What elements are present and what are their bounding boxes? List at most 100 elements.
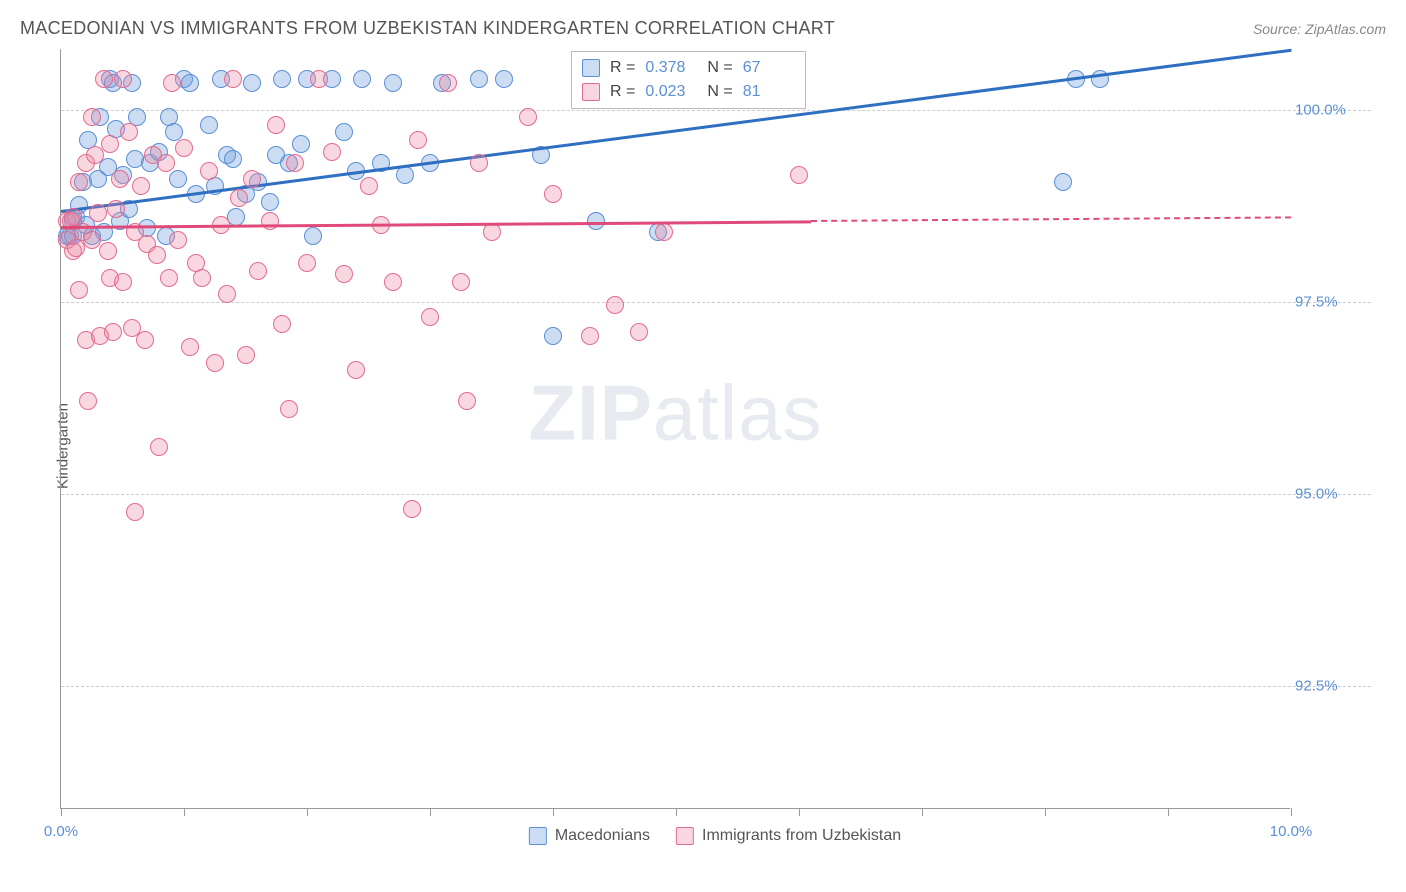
data-point bbox=[70, 281, 88, 299]
data-point bbox=[353, 70, 371, 88]
data-point bbox=[163, 74, 181, 92]
watermark: ZIPatlas bbox=[528, 368, 822, 459]
data-point bbox=[483, 223, 501, 241]
swatch-series2-icon bbox=[676, 827, 694, 845]
data-point bbox=[298, 254, 316, 272]
watermark-atlas: atlas bbox=[653, 369, 823, 457]
data-point bbox=[335, 123, 353, 141]
data-point bbox=[181, 338, 199, 356]
data-point bbox=[114, 273, 132, 291]
x-tick bbox=[922, 808, 923, 816]
gridline bbox=[61, 686, 1371, 687]
y-tick-label: 100.0% bbox=[1295, 102, 1365, 119]
data-point bbox=[335, 265, 353, 283]
data-point bbox=[104, 323, 122, 341]
gridline bbox=[61, 494, 1371, 495]
data-point bbox=[148, 246, 166, 264]
data-point bbox=[111, 170, 129, 188]
data-point bbox=[157, 154, 175, 172]
x-tick-label: 0.0% bbox=[44, 823, 78, 840]
r-label: R = bbox=[610, 83, 635, 101]
data-point bbox=[230, 189, 248, 207]
data-point bbox=[200, 162, 218, 180]
data-point bbox=[126, 503, 144, 521]
data-point bbox=[452, 273, 470, 291]
data-point bbox=[544, 327, 562, 345]
data-point bbox=[286, 154, 304, 172]
swatch-series1-icon bbox=[529, 827, 547, 845]
x-tick bbox=[1168, 808, 1169, 816]
x-tick-label: 10.0% bbox=[1270, 823, 1313, 840]
trend-line-dashed bbox=[811, 216, 1291, 222]
data-point bbox=[193, 269, 211, 287]
data-point bbox=[249, 262, 267, 280]
data-point bbox=[292, 135, 310, 153]
data-point bbox=[630, 323, 648, 341]
legend-item-2: Immigrants from Uzbekistan bbox=[676, 827, 901, 845]
data-point bbox=[347, 361, 365, 379]
data-point bbox=[224, 70, 242, 88]
x-tick bbox=[61, 808, 62, 816]
data-point bbox=[470, 154, 488, 172]
legend-row-series2: R = 0.023 N = 81 bbox=[582, 80, 795, 104]
data-point bbox=[1054, 173, 1072, 191]
data-point bbox=[439, 74, 457, 92]
data-point bbox=[587, 212, 605, 230]
data-point bbox=[384, 273, 402, 291]
correlation-legend: R = 0.378 N = 67 R = 0.023 N = 81 bbox=[571, 51, 806, 109]
data-point bbox=[83, 231, 101, 249]
data-point bbox=[132, 177, 150, 195]
data-point bbox=[120, 123, 138, 141]
r-value-2: 0.023 bbox=[645, 83, 697, 101]
data-point bbox=[581, 327, 599, 345]
gridline bbox=[61, 110, 1371, 111]
n-value-2: 81 bbox=[743, 83, 795, 101]
data-point bbox=[175, 139, 193, 157]
data-point bbox=[101, 135, 119, 153]
r-value-1: 0.378 bbox=[645, 59, 697, 77]
source-label: Source: ZipAtlas.com bbox=[1253, 21, 1386, 37]
data-point bbox=[206, 354, 224, 372]
x-tick bbox=[1045, 808, 1046, 816]
data-point bbox=[169, 170, 187, 188]
data-point bbox=[160, 269, 178, 287]
data-point bbox=[169, 231, 187, 249]
data-point bbox=[99, 242, 117, 260]
data-point bbox=[114, 70, 132, 88]
data-point bbox=[495, 70, 513, 88]
data-point bbox=[409, 131, 427, 149]
data-point bbox=[280, 400, 298, 418]
data-point bbox=[83, 108, 101, 126]
data-point bbox=[421, 308, 439, 326]
plot-region: ZIPatlas R = 0.378 N = 67 R = 0.023 N = … bbox=[60, 49, 1290, 809]
chart-title: MACEDONIAN VS IMMIGRANTS FROM UZBEKISTAN… bbox=[20, 18, 835, 39]
data-point bbox=[310, 70, 328, 88]
data-point bbox=[95, 70, 113, 88]
x-tick bbox=[307, 808, 308, 816]
data-point bbox=[200, 116, 218, 134]
x-tick bbox=[184, 808, 185, 816]
data-point bbox=[519, 108, 537, 126]
gridline bbox=[61, 302, 1371, 303]
legend-label-1: Macedonians bbox=[555, 827, 650, 845]
x-tick bbox=[430, 808, 431, 816]
y-tick-label: 92.5% bbox=[1295, 678, 1365, 695]
data-point bbox=[655, 223, 673, 241]
data-point bbox=[273, 70, 291, 88]
data-point bbox=[136, 331, 154, 349]
swatch-series1 bbox=[582, 59, 600, 77]
trend-line bbox=[61, 220, 811, 228]
r-label: R = bbox=[610, 59, 635, 77]
data-point bbox=[243, 74, 261, 92]
data-point bbox=[261, 212, 279, 230]
data-point bbox=[237, 346, 255, 364]
chart-header: MACEDONIAN VS IMMIGRANTS FROM UZBEKISTAN… bbox=[0, 0, 1406, 49]
legend-row-series1: R = 0.378 N = 67 bbox=[582, 56, 795, 80]
data-point bbox=[323, 143, 341, 161]
data-point bbox=[86, 146, 104, 164]
data-point bbox=[606, 296, 624, 314]
legend-label-2: Immigrants from Uzbekistan bbox=[702, 827, 901, 845]
data-point bbox=[261, 193, 279, 211]
legend-item-1: Macedonians bbox=[529, 827, 650, 845]
data-point bbox=[79, 392, 97, 410]
